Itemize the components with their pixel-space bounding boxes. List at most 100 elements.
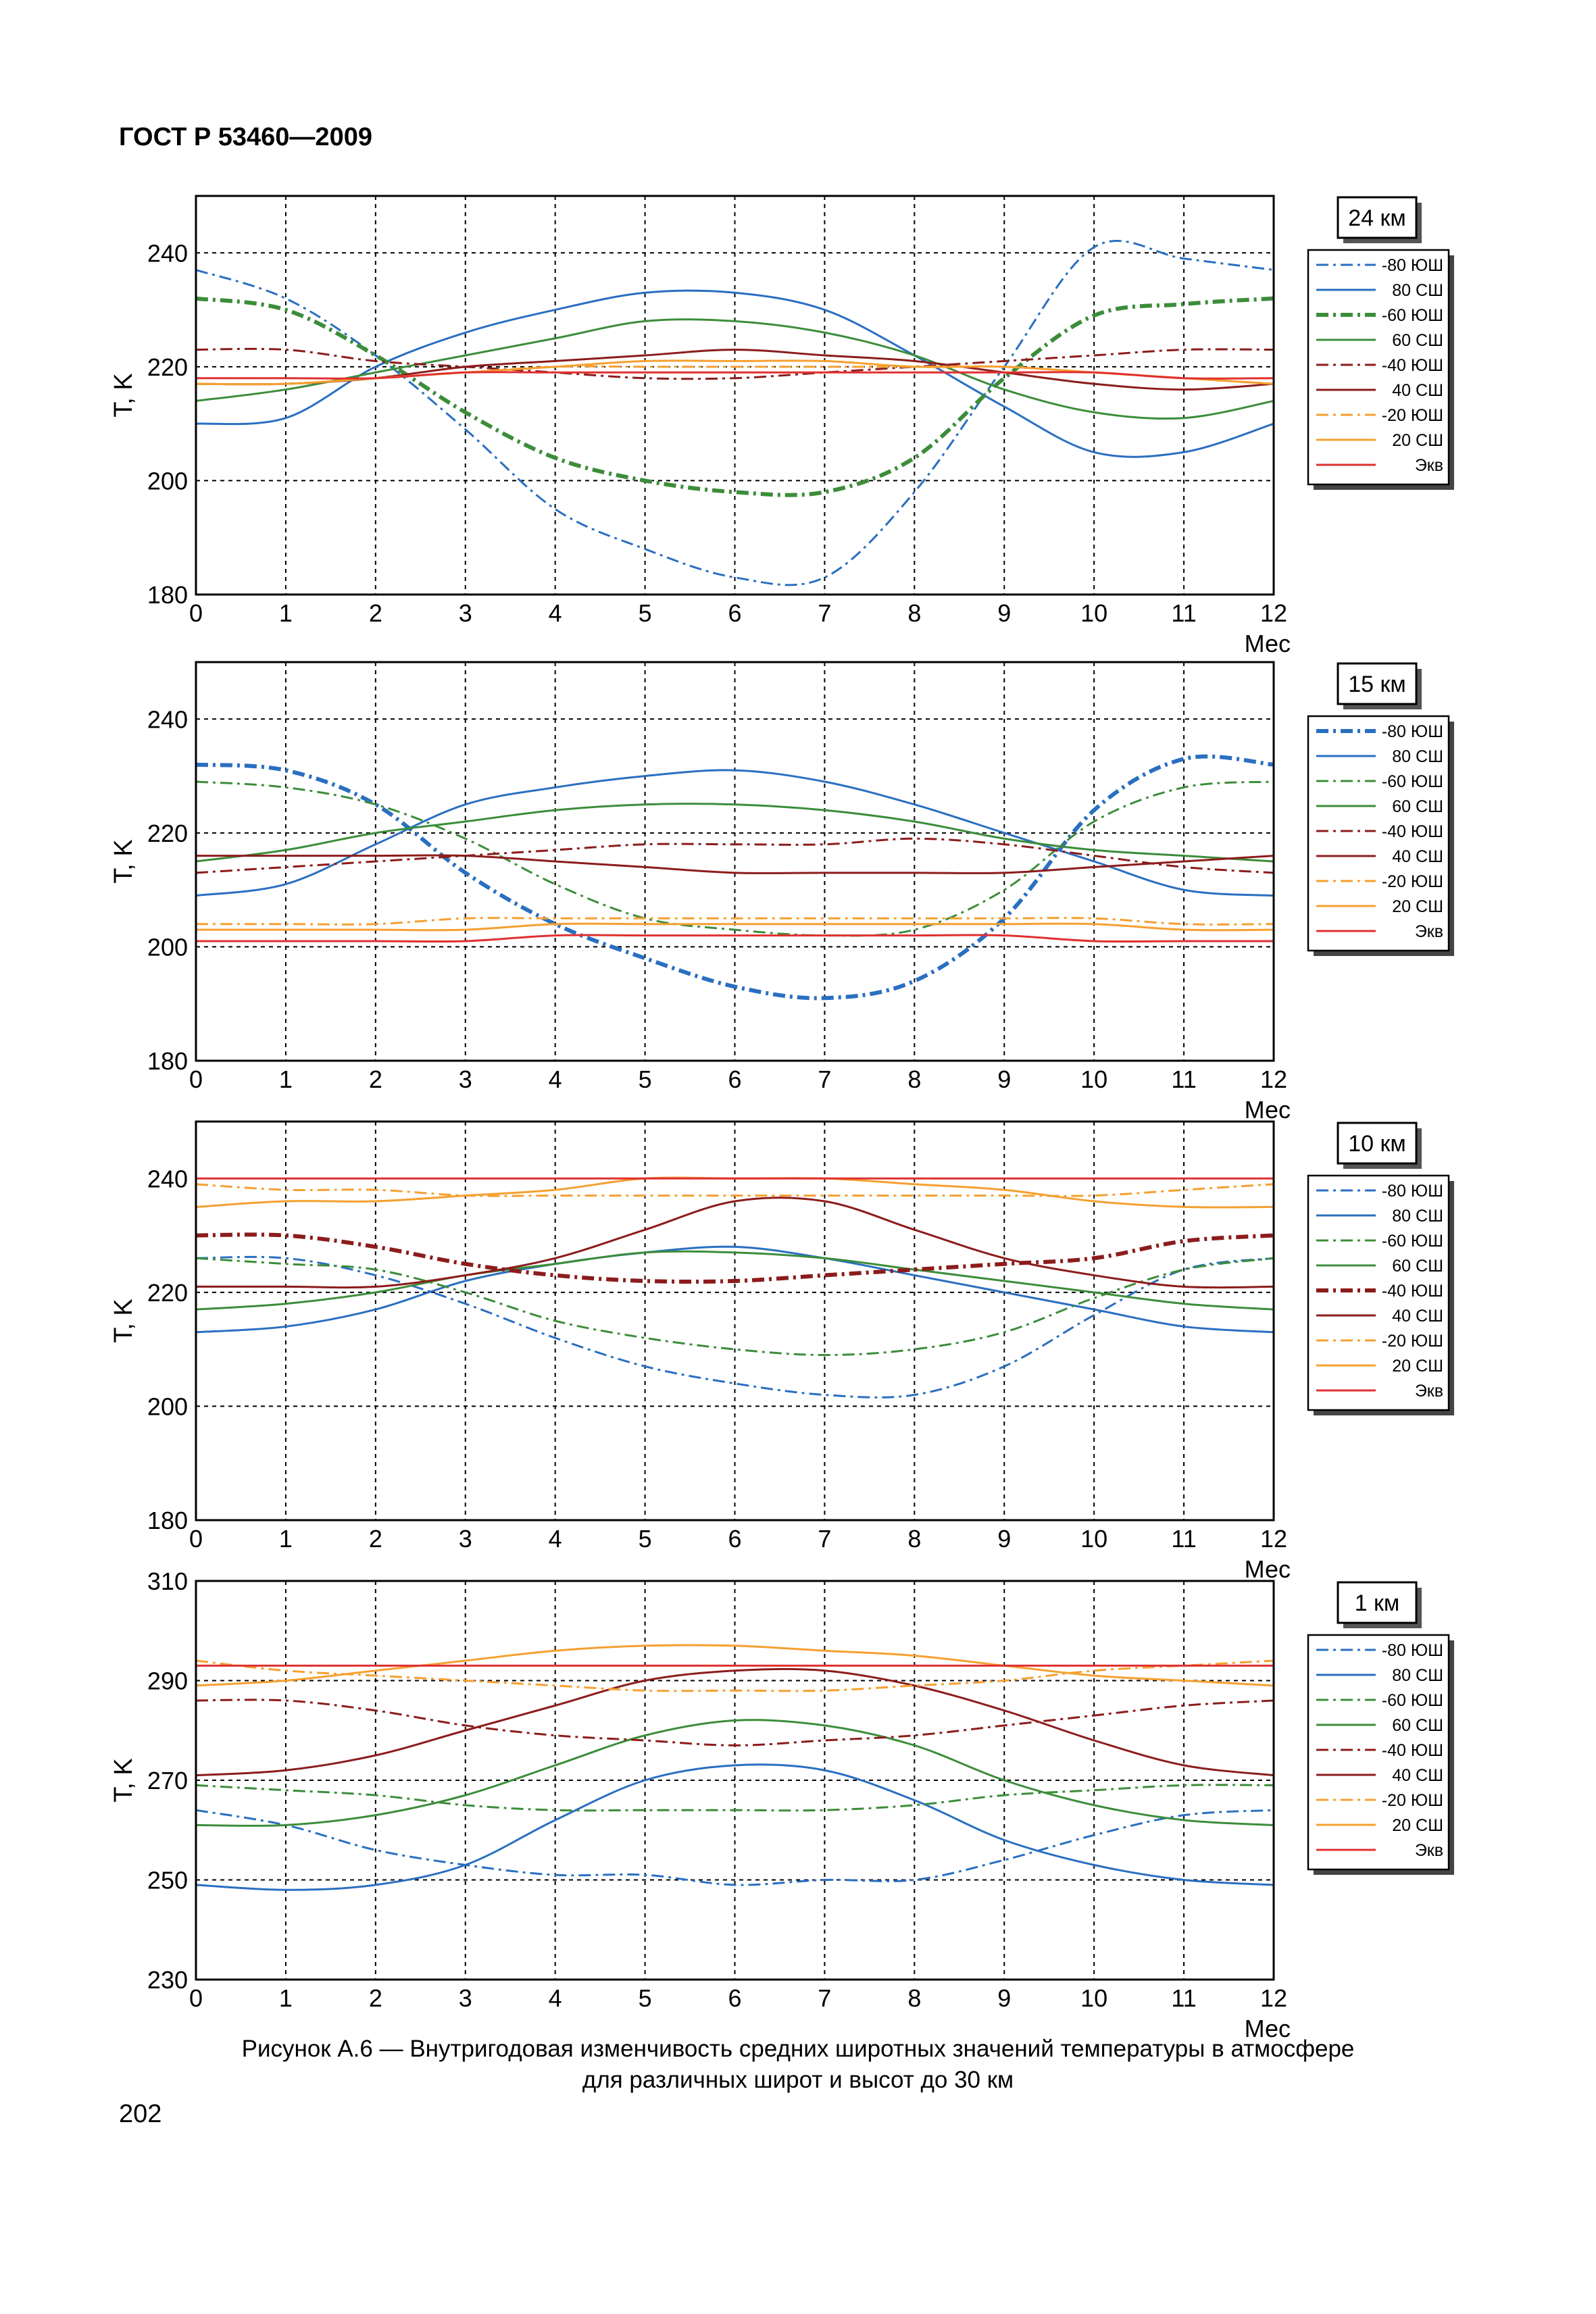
page-number: 202 bbox=[119, 2100, 162, 2128]
x-tick-label: 4 bbox=[549, 1065, 562, 1093]
y-tick-label: 200 bbox=[147, 467, 188, 495]
chart-title: 15 км bbox=[1348, 672, 1406, 697]
y-tick-label: 180 bbox=[147, 1047, 188, 1075]
legend-label-eq: Экв bbox=[1415, 456, 1443, 475]
series-line-minus60-s bbox=[195, 1784, 1274, 1812]
x-tick-label: 12 bbox=[1260, 599, 1287, 627]
x-tick-label: 8 bbox=[907, 1525, 921, 1553]
legend-label-minus80-s: -80 ЮШ bbox=[1382, 256, 1443, 275]
series-line-minus40-s bbox=[195, 837, 1274, 874]
series-line-80-n bbox=[195, 769, 1274, 897]
legend-label-minus60-s: -60 ЮШ bbox=[1382, 1232, 1443, 1251]
y-tick-label: 290 bbox=[147, 1667, 188, 1695]
x-tick-label: 2 bbox=[369, 599, 382, 627]
legend-label-80-n: 80 СШ bbox=[1392, 1207, 1443, 1226]
series-line-60-n bbox=[195, 318, 1274, 420]
legend-label-minus80-s: -80 ЮШ bbox=[1382, 1182, 1443, 1201]
y-tick-label: 240 bbox=[147, 239, 188, 267]
x-tick-label: 5 bbox=[639, 599, 652, 627]
series-line-20-n bbox=[195, 1644, 1274, 1687]
x-tick-label: 6 bbox=[728, 599, 741, 627]
legend-label-20-n: 20 СШ bbox=[1392, 1816, 1443, 1835]
chart-title-box: 10 км bbox=[1337, 1122, 1422, 1169]
x-axis-label: Мес bbox=[1245, 1096, 1291, 1124]
x-tick-label: 10 bbox=[1080, 599, 1107, 627]
x-tick-label: 6 bbox=[728, 1065, 741, 1093]
x-tick-label: 6 bbox=[728, 1984, 741, 2012]
plot-frame bbox=[195, 1120, 1275, 1521]
series-line-60-n bbox=[195, 803, 1274, 863]
legend-label-minus60-s: -60 ЮШ bbox=[1382, 1691, 1443, 1710]
x-tick-label: 12 bbox=[1260, 1065, 1287, 1093]
legend-label-80-n: 80 СШ bbox=[1392, 747, 1443, 766]
y-axis-label: T, K bbox=[109, 1299, 138, 1342]
y-axis-label: T, K bbox=[109, 839, 138, 883]
series-line-20-n bbox=[196, 922, 1274, 932]
x-tick-label: 9 bbox=[997, 1984, 1011, 2012]
series-line-minus60-s bbox=[195, 296, 1274, 497]
series-line-minus60-s bbox=[195, 1257, 1274, 1357]
legend-label-40-n: 40 СШ bbox=[1392, 847, 1443, 866]
x-tick-label: 7 bbox=[818, 1525, 831, 1553]
x-tick-label: 2 bbox=[369, 1984, 382, 2012]
legend: -80 ЮШ 80 СШ -60 ЮШ 60 СШ -40 ЮШ 40 СШ -20 ЮШ 2… bbox=[1307, 715, 1454, 956]
legend-label-60-n: 60 СШ bbox=[1392, 331, 1443, 350]
caption-line-2: для различных широт и высот до 30 км bbox=[582, 2067, 1014, 2093]
legend-label-eq: Экв bbox=[1415, 922, 1443, 941]
y-tick-label: 180 bbox=[147, 581, 188, 609]
x-tick-label: 0 bbox=[189, 599, 203, 627]
legend-label-20-n: 20 СШ bbox=[1392, 1357, 1443, 1376]
chart-title-box: 24 км bbox=[1337, 196, 1422, 243]
legend-label-20-n: 20 СШ bbox=[1392, 431, 1443, 450]
x-tick-label: 7 bbox=[818, 1984, 831, 2012]
legend-label-minus20-s: -20 ЮШ bbox=[1382, 1332, 1443, 1351]
y-tick-label: 220 bbox=[147, 1279, 188, 1307]
series-line-40-n bbox=[196, 1197, 1274, 1289]
series-line-minus40-s bbox=[195, 1232, 1274, 1284]
legend-label-minus80-s: -80 ЮШ bbox=[1382, 722, 1443, 741]
x-axis-label: Мес bbox=[1245, 2015, 1291, 2042]
figure-caption: Рисунок А.6 — Внутригодовая изменчивость… bbox=[0, 2034, 1596, 2096]
legend-label-80-n: 80 СШ bbox=[1392, 1666, 1443, 1685]
series-line-80-n bbox=[195, 1763, 1274, 1891]
x-tick-label: 1 bbox=[279, 1525, 293, 1553]
chart-title-box: 1 км bbox=[1337, 1581, 1422, 1628]
series-line-40-n bbox=[195, 1667, 1274, 1777]
y-axis-label: T, K bbox=[109, 373, 138, 417]
x-tick-label: 4 bbox=[549, 1525, 562, 1553]
x-tick-label: 8 bbox=[907, 1065, 921, 1093]
grid bbox=[196, 1122, 1274, 1520]
x-tick-label: 5 bbox=[639, 1984, 652, 2012]
legend-label-minus20-s: -20 ЮШ bbox=[1382, 872, 1443, 891]
x-tick-label: 3 bbox=[459, 1984, 472, 2012]
x-tick-label: 8 bbox=[907, 1984, 921, 2012]
title-box-frame bbox=[1337, 662, 1418, 705]
y-tick-label: 270 bbox=[147, 1767, 188, 1794]
x-tick-label: 1 bbox=[279, 1065, 293, 1093]
x-tick-label: 1 bbox=[279, 599, 293, 627]
x-tick-label: 0 bbox=[189, 1525, 203, 1553]
legend-label-minus40-s: -40 ЮШ bbox=[1382, 822, 1443, 841]
y-tick-label: 250 bbox=[147, 1867, 188, 1894]
plot-frame bbox=[195, 661, 1275, 1062]
x-tick-label: 8 bbox=[907, 599, 921, 627]
series-line-40-n bbox=[195, 854, 1274, 874]
plot-frame bbox=[195, 1580, 1275, 1981]
series-group bbox=[195, 754, 1274, 1001]
x-tick-label: 5 bbox=[639, 1065, 652, 1093]
legend-label-80-n: 80 СШ bbox=[1392, 281, 1443, 300]
title-box-frame bbox=[1337, 1122, 1418, 1165]
series-line-60-n bbox=[195, 1250, 1274, 1311]
x-tick-label: 10 bbox=[1080, 1525, 1107, 1553]
series-line-80-n bbox=[195, 1245, 1274, 1334]
y-tick-label: 180 bbox=[147, 1507, 188, 1534]
series-line-minus80-s bbox=[195, 1255, 1274, 1399]
x-tick-label: 4 bbox=[549, 599, 562, 627]
